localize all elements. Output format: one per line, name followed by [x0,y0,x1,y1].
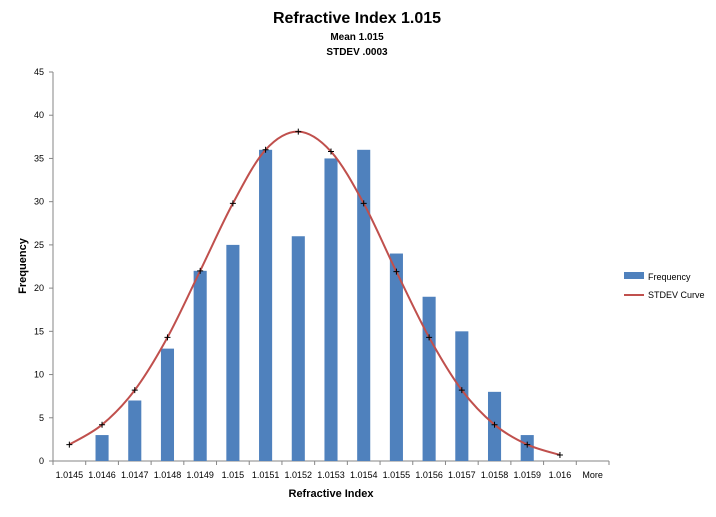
y-tick-label: 10 [34,370,44,380]
x-tick-label: 1.0146 [88,470,116,480]
legend-label-stdev-curve: STDEV Curve [648,290,705,300]
stdev-curve-point [131,387,138,394]
stdev-curve-point [393,268,400,275]
y-tick-label: 5 [39,413,44,423]
x-tick-label: 1.015 [222,470,245,480]
y-axis-title: Frequency [17,237,29,294]
bar-frequency [95,435,109,461]
stdev-curve-point [426,334,433,341]
y-tick-label: 45 [34,67,44,77]
bar-frequency [324,158,338,461]
bar-frequency [520,435,534,461]
x-tick-label: 1.0154 [350,470,378,480]
stdev-curve-point [491,421,498,428]
x-tick-label: 1.0153 [317,470,345,480]
x-tick-label: 1.0151 [252,470,280,480]
x-tick-label: 1.016 [549,470,572,480]
x-tick-label: 1.0156 [415,470,443,480]
bar-frequency [389,253,403,461]
bar-frequency [291,236,305,461]
stdev-curve-point [556,451,563,458]
x-axis-title: Refractive Index [289,488,375,500]
x-tick-label: 1.0148 [154,470,182,480]
x-tick-label: 1.0147 [121,470,149,480]
stdev-curve-point [360,200,367,207]
y-tick-label: 0 [39,456,44,466]
y-tick-label: 25 [34,240,44,250]
bar-frequency [357,149,371,462]
stdev-curve-point [295,128,302,135]
chart-subtitle-mean: Mean 1.015 [330,32,384,43]
y-tick-label: 40 [34,110,44,120]
y-tick-label: 30 [34,197,44,207]
chart-subtitle-stdev: STDEV .0003 [326,47,388,58]
bar-frequency [128,400,142,461]
x-tick-label: 1.0159 [513,470,541,480]
stdev-curve-point [99,421,106,428]
bar-frequency [226,244,240,461]
x-tick-label: 1.0155 [383,470,411,480]
legend-label-frequency: Frequency [648,272,691,282]
stdev-curve-line [68,130,561,456]
legend-swatch-frequency [624,272,644,279]
x-tick-label: 1.0157 [448,470,476,480]
x-tick-label: 1.0149 [186,470,214,480]
y-tick-label: 20 [34,283,44,293]
bar-frequency [455,331,469,461]
y-tick-label: 15 [34,326,44,336]
plot-area: 0 5 10 15 20 25 30 35 40 45 1.0145 1.0146 1.0147 1.01… [34,67,610,480]
bar-frequency [259,149,273,462]
stdev-curve-point [458,387,465,394]
stdev-curve-point [262,146,269,153]
x-tick-label: 1.0152 [285,470,313,480]
stdev-curve-point [66,441,73,448]
bar-frequency [422,296,436,461]
stdev-curve-point [197,267,204,274]
chart-title: Refractive Index 1.015 [273,10,441,27]
legend: Frequency STDEV Curve [624,272,705,300]
y-tick-label: 35 [34,153,44,163]
x-tick-label: 1.0145 [56,470,84,480]
stdev-curve-point [164,334,171,341]
stdev-curve-point [524,441,531,448]
bar-frequency [160,348,175,461]
x-tick-label: More [582,470,603,480]
stdev-curve-point [328,148,334,155]
stdev-curve-point [229,200,236,207]
bar-frequency [193,270,207,461]
x-tick-label: 1.0158 [481,470,509,480]
